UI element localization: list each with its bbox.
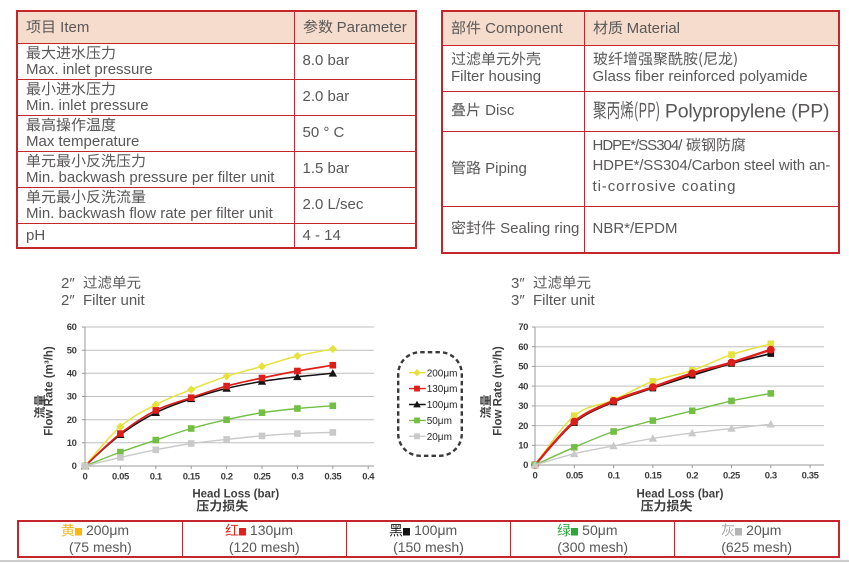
svg-text:0.3: 0.3 (291, 472, 303, 483)
svg-text:20: 20 (518, 421, 528, 432)
svg-text:0.15: 0.15 (644, 471, 662, 482)
svg-text:20μm: 20μm (427, 432, 452, 443)
svg-text:0: 0 (523, 460, 528, 471)
svg-text:40: 40 (67, 369, 77, 380)
svg-text:0.1: 0.1 (150, 472, 163, 483)
svg-text:0.35: 0.35 (324, 472, 342, 483)
svg-text:50: 50 (518, 362, 528, 373)
svg-text:200μm: 200μm (427, 368, 458, 379)
svg-text:0.15: 0.15 (183, 472, 201, 483)
svg-text:130μm: 130μm (427, 384, 458, 395)
svg-text:0.3: 0.3 (765, 471, 777, 482)
svg-text:10: 10 (518, 441, 528, 452)
svg-text:60: 60 (518, 342, 528, 353)
svg-text:0.05: 0.05 (566, 471, 584, 482)
svg-text:0: 0 (533, 471, 538, 482)
svg-text:Flow Rate (m³/h): Flow Rate (m³/h) (44, 346, 56, 436)
svg-text:Flow Rate (m³/h): Flow Rate (m³/h) (493, 346, 505, 436)
svg-text:30: 30 (67, 392, 77, 403)
svg-text:100μm: 100μm (427, 400, 458, 411)
svg-text:0.25: 0.25 (723, 471, 741, 482)
svg-text:50: 50 (67, 345, 77, 356)
svg-text:0: 0 (83, 472, 88, 483)
svg-text:10: 10 (67, 438, 77, 449)
svg-text:20: 20 (67, 415, 77, 426)
svg-text:60: 60 (67, 322, 77, 333)
svg-text:50μm: 50μm (427, 416, 452, 427)
svg-text:0.25: 0.25 (254, 472, 272, 483)
svg-text:0.4: 0.4 (362, 472, 375, 483)
svg-text:40: 40 (518, 381, 528, 392)
svg-text:0.35: 0.35 (802, 471, 820, 482)
svg-text:0.2: 0.2 (221, 472, 233, 483)
svg-text:0.1: 0.1 (608, 471, 621, 482)
svg-text:30: 30 (518, 401, 528, 412)
svg-text:0: 0 (72, 461, 77, 472)
svg-text:Head Loss (bar): Head Loss (bar) (192, 489, 279, 501)
svg-text:0.05: 0.05 (112, 472, 130, 483)
svg-text:70: 70 (518, 322, 528, 333)
svg-text:Head Loss (bar): Head Loss (bar) (637, 489, 724, 501)
svg-text:0.2: 0.2 (686, 471, 698, 482)
